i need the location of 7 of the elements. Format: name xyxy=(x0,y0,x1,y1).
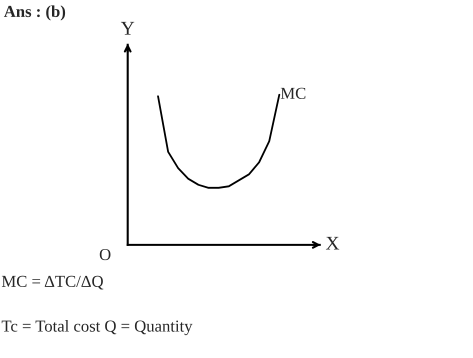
x-axis-title: X xyxy=(326,236,340,250)
text: Tc = Total cost Q = Quantity xyxy=(2,320,192,336)
chart-title: Ans : (b) xyxy=(4,5,66,20)
text: MC = ΔTC/ΔQ xyxy=(2,276,104,290)
text: O xyxy=(100,248,110,260)
y-axis-title: Y xyxy=(120,22,134,35)
series-label: MC xyxy=(280,88,306,99)
